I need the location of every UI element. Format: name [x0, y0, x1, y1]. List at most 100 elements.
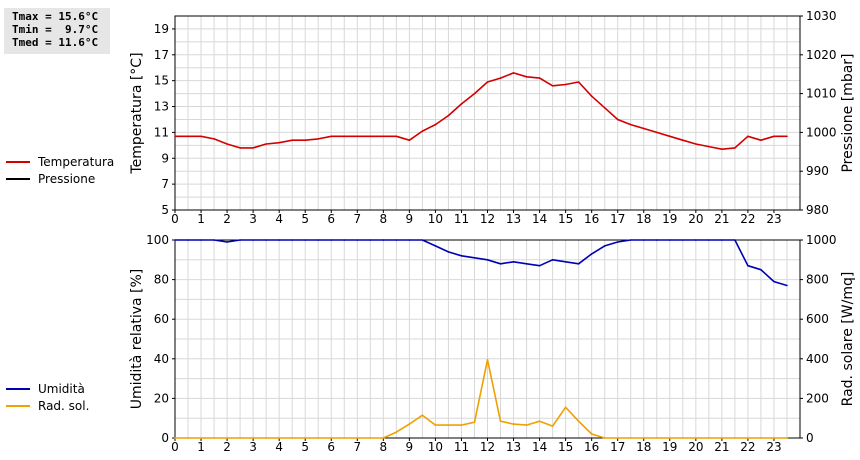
- data-point-rad-sol: [747, 437, 749, 439]
- legend-label-radsol: Rad. sol.: [38, 398, 90, 413]
- data-point-umidit: [447, 251, 450, 253]
- data-point-umidit: [278, 239, 281, 241]
- data-point-temperatura: [525, 76, 528, 78]
- data-point-temperatura: [773, 135, 775, 138]
- y-right-tick-label: 200: [806, 391, 829, 405]
- x-tick-label: 0: [171, 440, 179, 454]
- y-axis-label-left: Umidità relativa [%]: [129, 269, 145, 410]
- data-point-umidit: [564, 261, 567, 263]
- series-line-umidit: [175, 239, 788, 287]
- y-right-tick-label: 980: [806, 203, 829, 217]
- x-tick-label: 15: [558, 440, 573, 454]
- legend-bottom: Umidità Rad. sol.: [6, 380, 89, 414]
- data-point-umidit: [577, 263, 580, 265]
- data-point-rad-sol: [408, 423, 411, 425]
- legend-label-pressione: Pressione: [38, 171, 96, 186]
- x-tick-label: 3: [249, 212, 257, 226]
- data-point-umidit: [486, 259, 489, 261]
- data-point-temperatura: [708, 145, 710, 148]
- tmin-text: Tmin = 9.7°C: [12, 23, 99, 36]
- y-right-tick-label: 800: [806, 273, 829, 287]
- data-point-umidit: [239, 239, 241, 241]
- y-left-tick-label: 80: [154, 273, 169, 287]
- data-point-rad-sol: [187, 437, 189, 439]
- data-point-rad-sol: [226, 437, 228, 439]
- x-tick-label: 6: [327, 440, 335, 454]
- x-tick-label: 12: [480, 212, 495, 226]
- x-tick-label: 14: [532, 440, 547, 454]
- data-point-umidit: [291, 239, 294, 241]
- x-tick-label: 4: [275, 212, 283, 226]
- data-point-rad-sol: [369, 437, 372, 439]
- data-point-umidit: [434, 245, 437, 247]
- y-axis-label-right: Rad. solare [W/mq]: [840, 272, 856, 407]
- x-tick-label: 19: [662, 440, 677, 454]
- data-point-rad-sol: [265, 437, 267, 439]
- data-point-rad-sol: [695, 437, 697, 439]
- data-point-temperatura: [265, 143, 267, 145]
- data-point-rad-sol: [734, 437, 736, 439]
- data-point-umidit: [252, 239, 254, 241]
- legend-swatch-temperatura: [6, 160, 30, 163]
- legend-item-umidita: Umidità: [6, 380, 89, 397]
- data-point-rad-sol: [278, 437, 281, 439]
- x-tick-label: 20: [688, 212, 703, 226]
- x-tick-label: 8: [380, 212, 388, 226]
- x-tick-label: 2: [223, 440, 231, 454]
- data-point-temperatura: [669, 135, 671, 138]
- x-tick-label: 14: [532, 212, 547, 226]
- data-point-umidit: [773, 280, 775, 283]
- data-point-rad-sol: [551, 425, 554, 427]
- data-point-umidit: [473, 257, 476, 259]
- data-point-temperatura: [447, 114, 450, 117]
- data-point-rad-sol: [721, 437, 723, 439]
- data-point-umidit: [330, 239, 333, 241]
- data-point-umidit: [656, 239, 658, 241]
- data-point-rad-sol: [330, 437, 333, 439]
- x-tick-label: 17: [610, 440, 625, 454]
- legend-label-temperatura: Temperatura: [38, 154, 115, 169]
- x-tick-label: 18: [636, 440, 651, 454]
- data-point-temperatura: [486, 81, 489, 83]
- data-point-umidit: [786, 284, 788, 287]
- data-point-rad-sol: [174, 437, 176, 439]
- x-tick-label: 22: [740, 212, 755, 226]
- y-axis-label-right: Pressione [mbar]: [840, 53, 856, 172]
- y-right-tick-label: 1030: [806, 9, 837, 23]
- y-right-tick-label: 1000: [806, 233, 837, 247]
- x-tick-label: 13: [506, 440, 521, 454]
- data-point-temperatura: [421, 130, 424, 132]
- series-line-temperatura: [175, 72, 787, 150]
- y-right-tick-label: 990: [806, 164, 829, 178]
- data-point-umidit: [187, 239, 189, 241]
- y-left-tick-label: 40: [154, 352, 169, 366]
- data-point-rad-sol: [200, 437, 202, 439]
- data-point-rad-sol: [213, 437, 215, 439]
- data-point-temperatura: [760, 139, 762, 141]
- data-point-umidit: [643, 239, 645, 241]
- data-point-rad-sol: [343, 437, 346, 439]
- x-tick-label: 9: [406, 212, 414, 226]
- data-point-rad-sol: [564, 406, 567, 409]
- data-point-temperatura: [643, 127, 645, 130]
- x-tick-label: 18: [636, 212, 651, 226]
- x-tick-label: 2: [223, 212, 231, 226]
- data-point-temperatura: [512, 72, 515, 74]
- legend-item-radsol: Rad. sol.: [6, 397, 89, 414]
- x-tick-label: 11: [454, 212, 469, 226]
- data-point-umidit: [317, 239, 320, 241]
- data-point-temperatura: [460, 103, 463, 105]
- data-point-rad-sol: [291, 437, 294, 439]
- data-point-rad-sol: [473, 421, 476, 424]
- data-point-temperatura: [330, 135, 333, 138]
- data-point-temperatura: [291, 139, 294, 141]
- data-point-rad-sol: [682, 437, 684, 439]
- data-point-temperatura: [382, 135, 385, 138]
- x-tick-label: 10: [428, 440, 443, 454]
- data-point-umidit: [200, 239, 202, 241]
- data-point-temperatura: [656, 131, 658, 134]
- data-point-rad-sol: [656, 437, 658, 439]
- y-left-tick-label: 5: [161, 203, 169, 217]
- data-point-umidit: [343, 239, 346, 241]
- data-point-temperatura: [747, 135, 749, 138]
